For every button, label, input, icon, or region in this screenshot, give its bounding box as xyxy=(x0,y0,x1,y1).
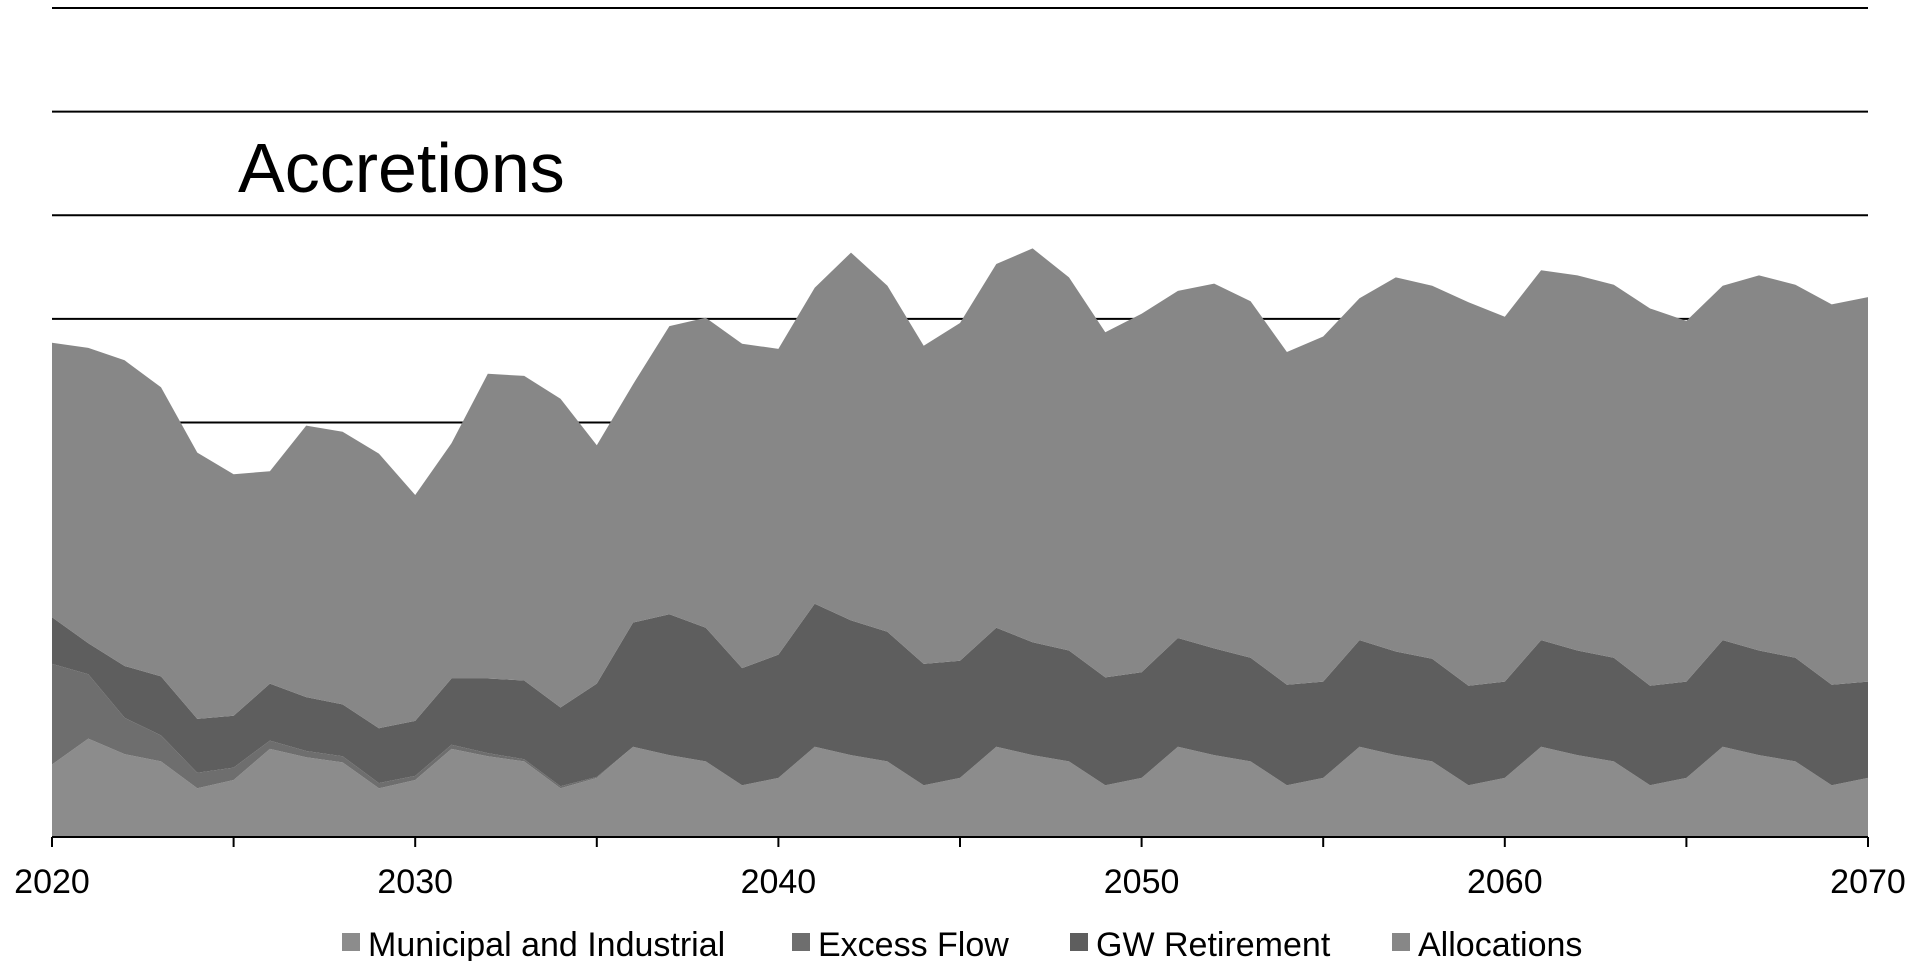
area-gw-retirement xyxy=(52,603,1868,787)
area-allocations xyxy=(52,248,1868,729)
x-tick-label: 2070 xyxy=(1830,863,1906,901)
legend-swatch xyxy=(1070,933,1088,951)
legend-swatch xyxy=(342,933,360,951)
stacked-areas xyxy=(52,248,1868,837)
x-tick-label: 2040 xyxy=(741,863,817,901)
x-tick-label: 2030 xyxy=(377,863,453,901)
legend-label: Allocations xyxy=(1418,926,1582,961)
x-tick-label: 2050 xyxy=(1104,863,1180,901)
legend-swatch xyxy=(1392,933,1410,951)
legend: Municipal and Industrial Excess Flow GW Re… xyxy=(342,926,1582,961)
legend-swatch xyxy=(792,933,810,951)
legend-label: Municipal and Industrial xyxy=(368,926,725,961)
legend-label: GW Retirement xyxy=(1096,926,1331,961)
chart-annotation: Accretions xyxy=(238,129,565,207)
area-excess-flow xyxy=(52,663,1868,789)
legend-label: Excess Flow xyxy=(818,926,1009,961)
x-tick-label: 2060 xyxy=(1467,863,1543,901)
area-municipal-and-industrial xyxy=(52,738,1868,837)
x-axis: 2020 2030 2040 2050 2060 2070 xyxy=(14,836,1906,901)
x-tick-label: 2020 xyxy=(14,863,90,901)
